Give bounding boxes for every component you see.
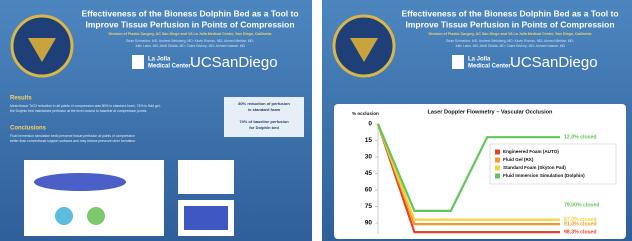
callout: 80% reduction of perfusion bbox=[238, 101, 290, 106]
section-heading: Results bbox=[10, 96, 32, 102]
lajolla-icon bbox=[132, 55, 144, 69]
legend-swatch bbox=[495, 150, 500, 155]
value-label: 79.00% closed bbox=[564, 202, 599, 208]
body-text: the Dolphin bed maintained perfusion at … bbox=[10, 109, 147, 113]
y-tick-label: 30 bbox=[365, 154, 373, 161]
authors: Julie Laiss, MD; Akhil Dhalla, MD; Clair… bbox=[135, 44, 246, 48]
y-tick-label: 75 bbox=[365, 203, 373, 210]
y-tick-label: 15 bbox=[365, 137, 373, 144]
legend-label: Fluid Immersion Simulation (Dolphin) bbox=[503, 173, 585, 178]
lajolla-logo: Medical Center bbox=[148, 64, 191, 70]
section-heading: Conclusions bbox=[10, 126, 47, 132]
callout: 74% of baseline perfusion bbox=[239, 119, 289, 124]
y-tick-label: 0 bbox=[368, 121, 372, 128]
ucsd-logo: UCSanDiego bbox=[190, 54, 278, 71]
value-label: 87.0% closed bbox=[564, 217, 597, 223]
pressure-map bbox=[184, 206, 228, 230]
y-tick-label: 45 bbox=[365, 170, 373, 177]
lajolla-icon bbox=[452, 55, 464, 69]
title-line: Effectiveness of the Bioness Dolphin Bed… bbox=[81, 8, 298, 18]
title-line: Effectiveness of the Bioness Dolphin Bed… bbox=[401, 8, 618, 18]
legend-swatch bbox=[495, 158, 500, 163]
lajolla-logo: Medical Center bbox=[468, 64, 511, 70]
body-text: Mean tissue TcO2 reduction in all points… bbox=[10, 104, 161, 108]
body-text: Fluid immersion simulation beds preserve… bbox=[10, 134, 135, 138]
pressure-map bbox=[34, 173, 126, 191]
figure bbox=[178, 160, 234, 194]
affiliation: Division of Plastic Surgery, UC San Dieg… bbox=[429, 32, 593, 36]
callout: for Dolphin bed bbox=[249, 125, 279, 130]
authors: Sean Schneider, MD; Andrew Weisberg, MD;… bbox=[126, 39, 254, 43]
chart-title: Laser Doppler Flowmetry – Vascular Occlu… bbox=[428, 109, 554, 115]
legend-swatch bbox=[495, 174, 500, 179]
callout: in standard foam bbox=[248, 107, 281, 112]
pressure-map bbox=[87, 207, 105, 225]
legend-label: Engineered Foam (AUTO) bbox=[503, 149, 559, 154]
title-line: Improve Tissue Perfusion in Points of Co… bbox=[85, 19, 294, 29]
legend-swatch bbox=[495, 166, 500, 171]
value-label: 98.3% closed bbox=[564, 230, 597, 236]
legend-label: Standard Foam (Skyton Pad) bbox=[503, 165, 566, 170]
title-line: Improve Tissue Perfusion in Points of Co… bbox=[405, 19, 614, 29]
ucsd-logo: UCSanDiego bbox=[510, 54, 598, 71]
pressure-map bbox=[55, 207, 73, 225]
legend-label: Fluid Gel (RX) bbox=[503, 157, 534, 162]
lajolla-logo: La Jolla bbox=[148, 57, 171, 63]
y-tick-label: 90 bbox=[365, 220, 373, 227]
authors: Julie Laiss, MD; Akhil Dhalla, MD; Clair… bbox=[455, 44, 566, 48]
page: Effectiveness of the Bioness Dolphin Bed… bbox=[0, 0, 632, 241]
value-label: 12.0% closed bbox=[564, 135, 597, 141]
affiliation: Division of Plastic Surgery, UC San Dieg… bbox=[109, 32, 273, 36]
body-text: better than conventional support surface… bbox=[10, 139, 136, 143]
y-axis-label: % occlusion bbox=[352, 111, 379, 116]
left-poster: Effectiveness of the Bioness Dolphin Bed… bbox=[0, 0, 312, 241]
y-tick-label: 60 bbox=[365, 187, 373, 194]
lajolla-logo: La Jolla bbox=[468, 57, 491, 63]
authors: Sean Schneider, MD; Andrew Weisberg, MD;… bbox=[446, 39, 574, 43]
